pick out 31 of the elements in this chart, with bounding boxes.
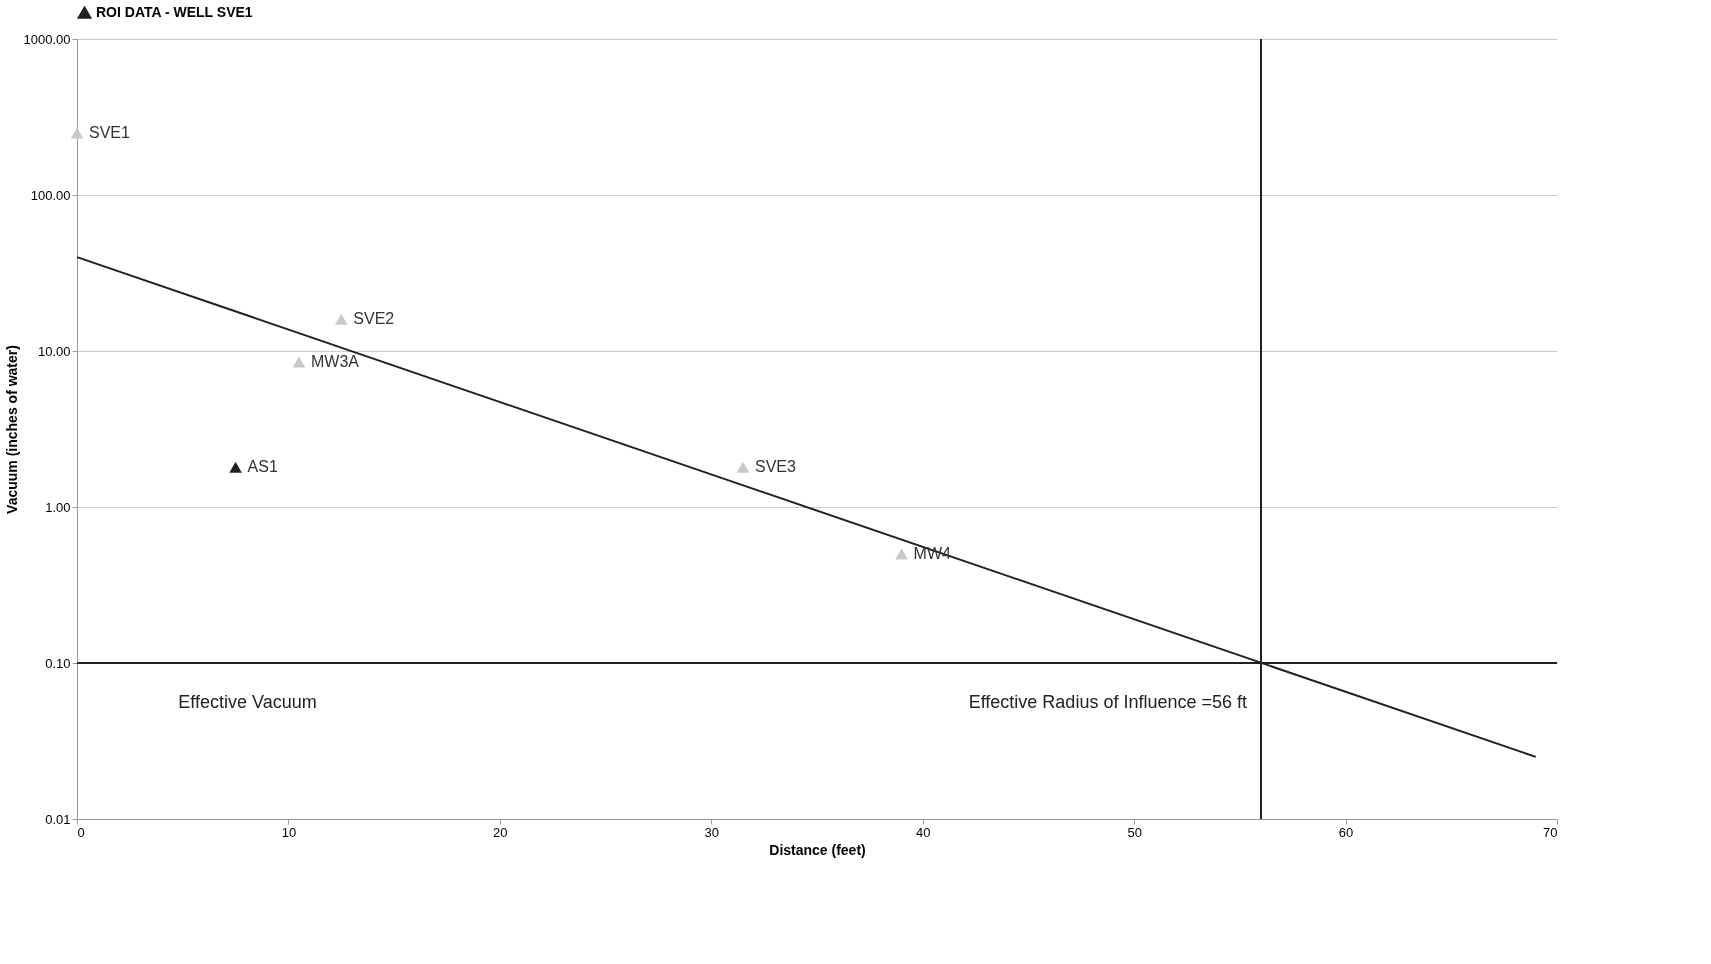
x-tick-label: 0 [77, 824, 85, 840]
point [229, 461, 242, 473]
y-axis-title: Vacuum (inches of water) [3, 345, 20, 514]
y-tick-label: 10.00 [37, 343, 71, 359]
x-axis-title: Distance (feet) [769, 841, 866, 858]
annotation: SVE2 [353, 310, 395, 328]
annotation: Effective Radius of Influence =56 ft [968, 692, 1247, 712]
x-tick-label: 20 [493, 824, 508, 840]
x-tick-label: 70 [1543, 824, 1558, 840]
y-tick-label: 1.00 [45, 499, 71, 515]
x-tick-label: 50 [1127, 824, 1142, 840]
y-tick-label: 1000.00 [23, 31, 71, 47]
point [292, 356, 306, 368]
point [334, 313, 348, 325]
point [895, 548, 908, 560]
point [736, 461, 750, 473]
annotation: Effective Vacuum [178, 692, 317, 712]
annotation: MW3A [311, 353, 360, 371]
x-tick-label: 10 [281, 824, 297, 840]
annotation: SVE1 [89, 123, 131, 141]
annotation: SVE3 [755, 458, 797, 476]
legend-label: ROI DATA - WELL SVE1 [96, 3, 253, 20]
annotation: MW4 [913, 544, 951, 562]
y-tick-label: 100.00 [30, 187, 71, 203]
x-tick-label: 30 [704, 824, 720, 840]
point [70, 127, 84, 139]
x-tick-label: 40 [915, 824, 931, 840]
annotation: AS1 [247, 458, 278, 476]
y-tick-label: 0.01 [45, 811, 71, 827]
y-tick-label: 0.10 [45, 655, 71, 671]
x-tick-label: 60 [1338, 824, 1354, 840]
